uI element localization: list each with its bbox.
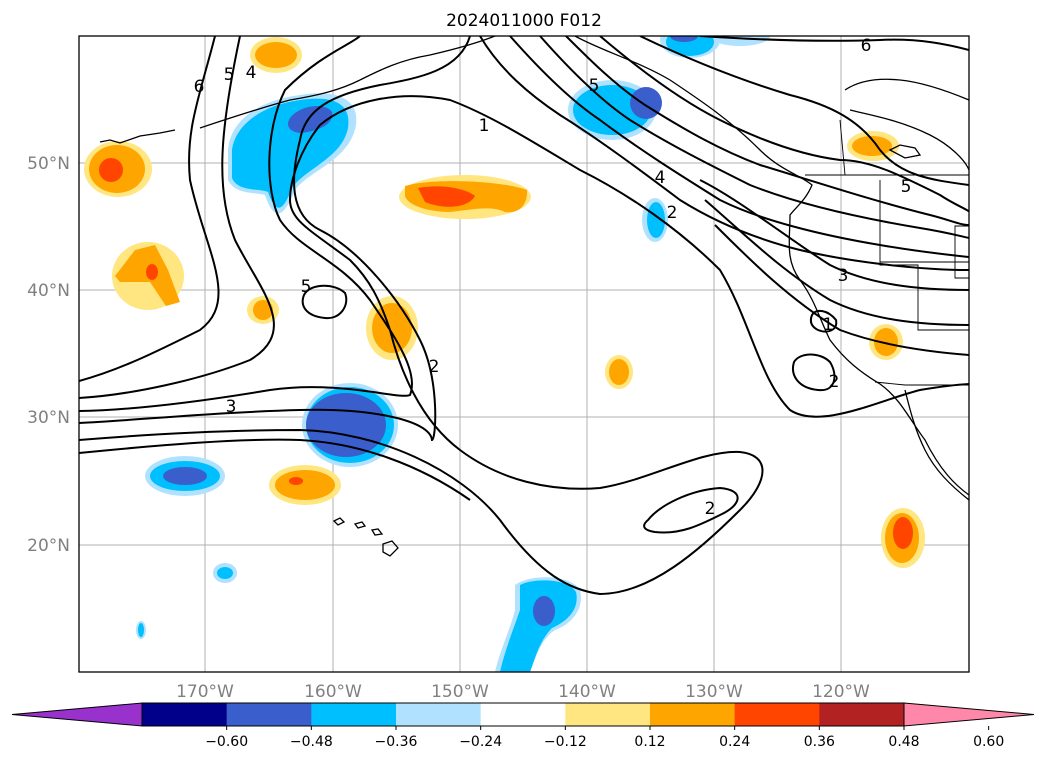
- colorbar-frame: [141, 702, 905, 727]
- contour-label: 4: [246, 63, 257, 83]
- contour-label: 4: [655, 168, 666, 188]
- contour-label: 5: [589, 76, 600, 96]
- colorbar-segment: [819, 703, 905, 726]
- colorbar: −0.60 −0.48 −0.36 −0.24 −0.12 0.12 0.24 0.36 0.4…: [11, 702, 1035, 750]
- lat-label: 40°N: [27, 281, 70, 301]
- contour-label: 6: [861, 36, 872, 56]
- lon-label: 170°W: [176, 682, 234, 702]
- colorbar-segment: [311, 703, 397, 726]
- lon-label: 140°W: [558, 682, 616, 702]
- plot-frame: [78, 35, 970, 673]
- plot-background: [79, 36, 969, 672]
- colorbar-tick-label: 0.60: [973, 734, 1004, 750]
- plot-content: 6 5 4 1 5 4 2 6 5 3 1 2 5 2 3 2: [79, 36, 969, 672]
- contour-labels: 6 5 4 1 5 4 2 6 5 3 1 2 5 2 3 2: [194, 36, 912, 519]
- contour-label: 3: [226, 397, 237, 417]
- lon-label: 120°W: [812, 682, 870, 702]
- contour-label: 2: [667, 203, 678, 223]
- colorbar-segment: [734, 703, 820, 726]
- contour-label: 6: [194, 77, 205, 97]
- contour-label: 5: [224, 65, 235, 85]
- contour-label: 2: [829, 372, 840, 392]
- contour-label: 3: [838, 266, 849, 286]
- contour-label: 5: [301, 277, 312, 297]
- colorbar-segment: [650, 703, 736, 726]
- lat-label: 30°N: [27, 408, 70, 428]
- contour-label: 1: [479, 116, 490, 136]
- contour-label: 2: [705, 499, 716, 519]
- colorbar-tick-label: −0.60: [205, 734, 248, 750]
- borders: [805, 119, 969, 386]
- colorbar-segment: [142, 703, 228, 726]
- colorbar-segment: [565, 703, 651, 726]
- lat-label: 20°N: [27, 536, 70, 556]
- colorbar-tick-label: 0.24: [719, 734, 750, 750]
- lon-label: 150°W: [431, 682, 489, 702]
- colorbar-tick-label: 0.48: [888, 734, 919, 750]
- colorbar-segment: [480, 703, 566, 726]
- colorbar-tick-label: 0.36: [804, 734, 835, 750]
- colorbar-tick-label: 0.12: [634, 734, 665, 750]
- colorbar-tick-label: −0.12: [544, 734, 587, 750]
- colorbar-segment: [226, 703, 312, 726]
- positive-anomaly-red: [99, 158, 913, 549]
- lon-label: 130°W: [685, 682, 743, 702]
- latitude-labels: 50°N 40°N 30°N 20°N: [27, 154, 70, 556]
- colorbar-tick-label: −0.36: [375, 734, 418, 750]
- colorbar-tick-label: −0.48: [290, 734, 333, 750]
- contour-label: 2: [429, 357, 440, 377]
- colorbar-tick-label: −0.24: [459, 734, 502, 750]
- lat-label: 50°N: [27, 154, 70, 174]
- longitude-labels: 170°W 160°W 150°W 140°W 130°W 120°W: [176, 682, 870, 702]
- colorbar-extend-low: [11, 702, 143, 727]
- contour-label: 5: [901, 177, 912, 197]
- coastlines: [99, 36, 969, 557]
- height-contours: [79, 36, 969, 596]
- colorbar-extend-high: [903, 702, 1035, 727]
- contour-label: 1: [823, 315, 834, 335]
- map-title: 2024011000 F012: [446, 11, 602, 31]
- lon-label: 160°W: [304, 682, 362, 702]
- colorbar-segment: [396, 703, 482, 726]
